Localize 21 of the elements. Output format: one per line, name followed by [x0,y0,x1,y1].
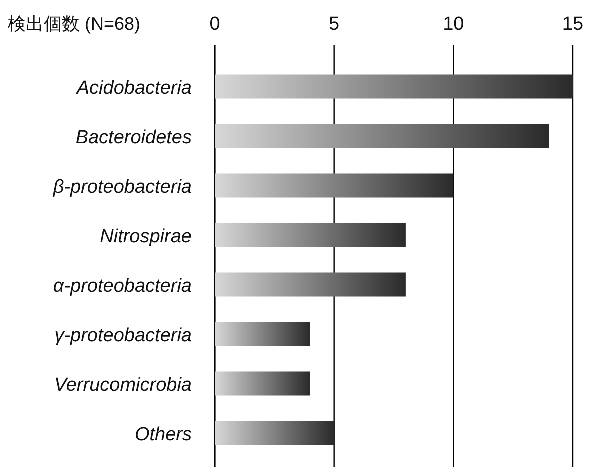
y-tick-label: Bacteroidetes [76,127,192,148]
bar [215,322,310,346]
y-tick-label: Others [134,424,192,446]
y-tick-label: γ-proteobacteria [54,325,192,346]
bar [215,124,550,148]
bar [215,421,334,446]
x-tick-label: 0 [210,14,220,35]
y-tick-label: Verrucomicrobia [54,374,192,396]
bar [215,223,406,248]
x-tick-label: 10 [443,14,464,35]
bar [215,174,454,198]
y-tick-label: α-proteobacteria [53,276,192,297]
bar [215,372,310,396]
y-tick-label: Acidobacteria [76,78,192,99]
y-tick-label: β-proteobacteria [52,176,192,198]
bar [215,74,573,99]
y-tick-label: Nitrospirae [100,226,192,248]
bar [215,272,406,297]
x-tick-label: 5 [329,14,340,35]
x-tick-label: 15 [562,14,584,35]
x-axis-title: 検出個数 (N=68) [8,14,141,34]
